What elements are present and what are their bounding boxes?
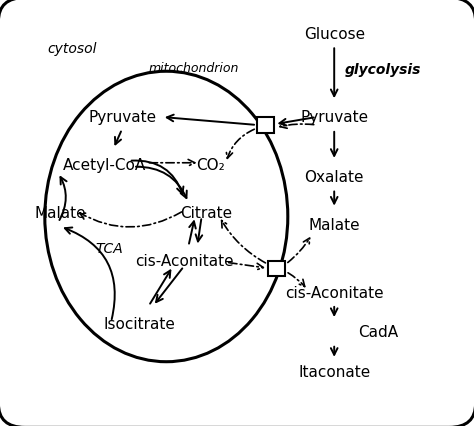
Text: Oxalate: Oxalate bbox=[304, 170, 364, 185]
Text: Acetyl-CoA: Acetyl-CoA bbox=[63, 158, 146, 173]
Text: glycolysis: glycolysis bbox=[345, 63, 421, 77]
Text: TCA: TCA bbox=[95, 242, 123, 256]
Text: cytosol: cytosol bbox=[47, 42, 97, 56]
Text: Itaconate: Itaconate bbox=[298, 364, 370, 379]
Text: Malate: Malate bbox=[309, 217, 360, 233]
Bar bbox=[268, 261, 285, 276]
Text: Isocitrate: Isocitrate bbox=[104, 317, 176, 331]
Text: Pyruvate: Pyruvate bbox=[300, 110, 368, 125]
Text: cis-Aconitate: cis-Aconitate bbox=[285, 285, 383, 300]
Bar bbox=[257, 118, 274, 133]
Text: Pyruvate: Pyruvate bbox=[88, 110, 156, 125]
Text: Citrate: Citrate bbox=[180, 205, 232, 221]
Text: cis-Aconitate: cis-Aconitate bbox=[135, 253, 233, 268]
Text: CadA: CadA bbox=[358, 325, 399, 340]
Text: Malate: Malate bbox=[35, 205, 86, 221]
Text: CO₂: CO₂ bbox=[196, 158, 225, 173]
Ellipse shape bbox=[45, 72, 288, 362]
Text: Glucose: Glucose bbox=[304, 27, 365, 42]
Text: mitochondrion: mitochondrion bbox=[149, 62, 239, 75]
